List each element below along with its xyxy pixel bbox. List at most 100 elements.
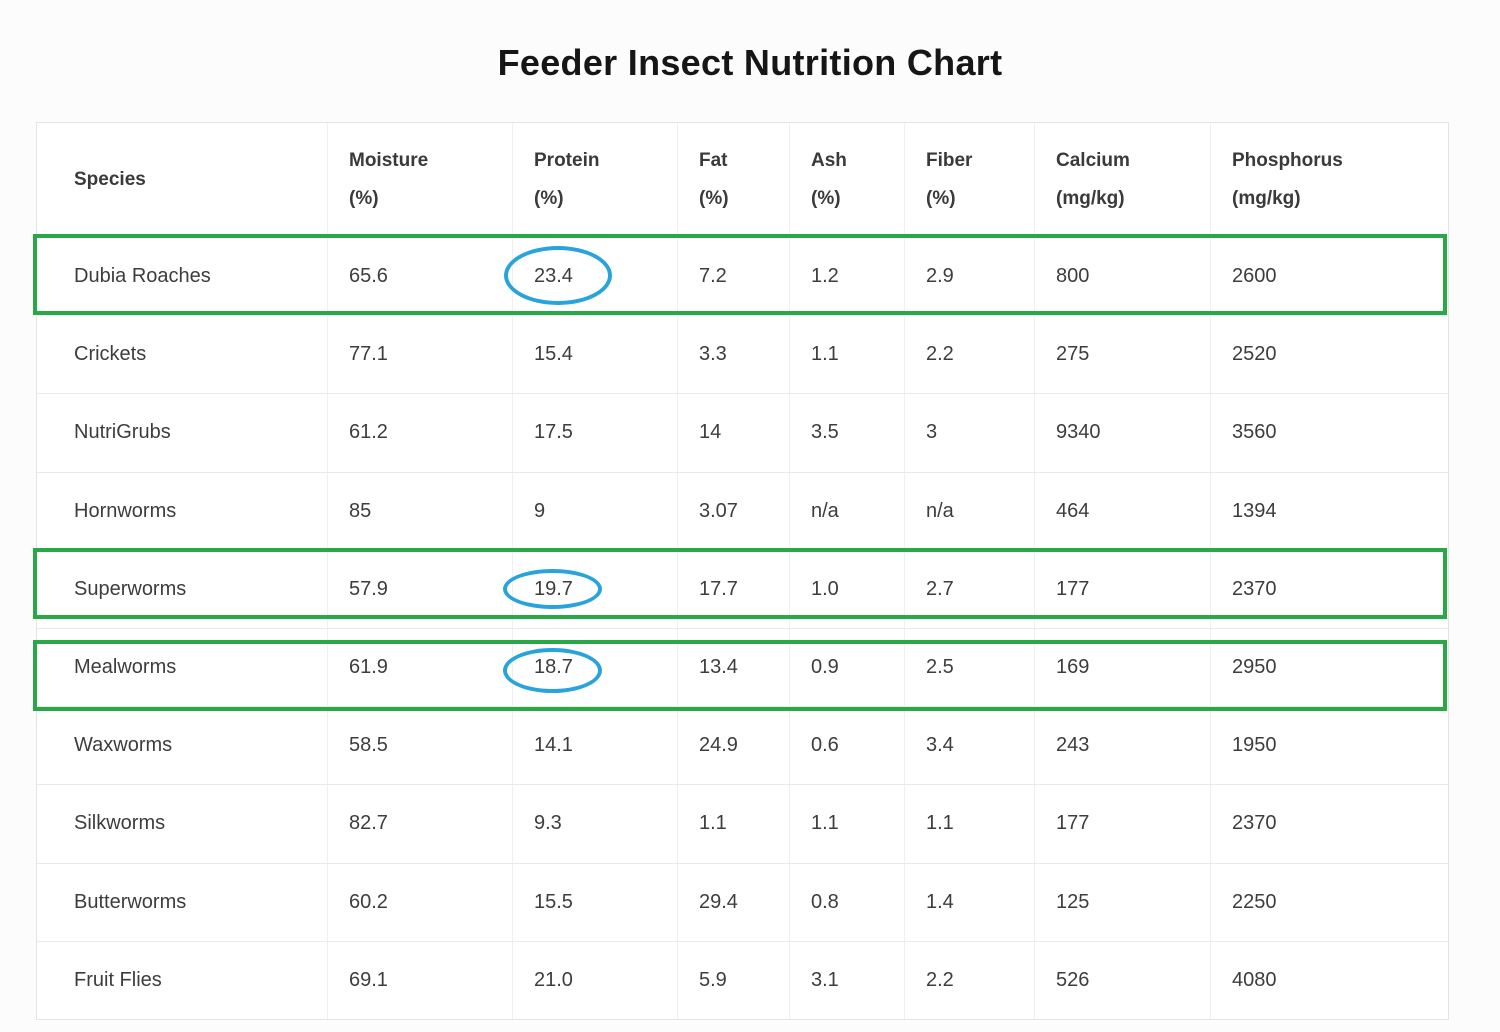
value-cell: 1950	[1232, 734, 1277, 757]
value-cell: 800	[1035, 238, 1211, 316]
value-cell: 9.3	[513, 785, 678, 863]
column-header-label: Fat	[699, 149, 728, 171]
value-cell: 1.1	[790, 316, 905, 394]
value-cell: 3.4	[905, 707, 1035, 785]
column-header-label: Ash	[811, 149, 847, 171]
value-cell: 275	[1035, 316, 1211, 394]
column-header-phosphorus: Phosphorus (mg/kg)	[1211, 123, 1448, 237]
table-row: Superworms 57.9 19.7 17.7 1.0 2.7 177 2370	[37, 549, 1448, 628]
species-cell: Mealworms	[37, 628, 328, 707]
column-header-fiber: Fiber (%)	[905, 123, 1035, 237]
value-cell: 2.7	[905, 550, 1035, 628]
value-cell: 7.2	[678, 238, 790, 316]
column-header-fat: Fat (%)	[678, 123, 790, 237]
value-cell: 15.4	[513, 316, 678, 394]
value-cell: 4080	[1232, 968, 1277, 991]
value-cell: 3.07	[678, 472, 790, 550]
value-cell: 2.2	[905, 316, 1035, 394]
value-cell: 2520	[1232, 343, 1277, 366]
table-row: NutriGrubs 61.2 17.5 14 3.5 3 9340 3560	[37, 393, 1448, 472]
value-cell: 17.5	[513, 394, 678, 472]
table-row: Mealworms 61.9 18.7 13.4 0.9 2.5 169 2950	[37, 627, 1448, 707]
value-cell: 3.1	[790, 941, 905, 1019]
value-cell: 2.2	[905, 941, 1035, 1019]
table-row: Waxworms 58.5 14.1 24.9 0.6 3.4 243 1950	[37, 706, 1448, 785]
species-cell: Fruit Flies	[37, 941, 328, 1019]
value-cell: 177	[1035, 785, 1211, 863]
value-cell: 9340	[1035, 394, 1211, 472]
value-cell: 2600	[1232, 265, 1277, 288]
column-header-unit: (mg/kg)	[1232, 187, 1301, 209]
value-cell: 13.4	[678, 628, 790, 707]
column-header-label: Fiber	[926, 149, 973, 171]
species-cell: Superworms	[37, 550, 328, 628]
value-cell: 82.7	[328, 785, 513, 863]
value-cell: n/a	[905, 472, 1035, 550]
column-header-label: Moisture	[349, 149, 429, 171]
column-header-unit: (%)	[811, 187, 841, 209]
column-header-calcium: Calcium (mg/kg)	[1035, 123, 1211, 237]
species-cell: NutriGrubs	[37, 394, 328, 472]
page-title: Feeder Insect Nutrition Chart	[497, 42, 1003, 83]
value-cell: 2.9	[905, 238, 1035, 316]
species-cell: Dubia Roaches	[37, 238, 328, 316]
species-cell: Waxworms	[37, 707, 328, 785]
value-cell: 169	[1035, 628, 1211, 707]
value-cell: n/a	[790, 472, 905, 550]
column-header-label: Protein	[534, 149, 600, 171]
value-cell: 19.7	[513, 550, 678, 628]
value-cell: 464	[1035, 472, 1211, 550]
value-cell: 1.1	[905, 785, 1035, 863]
value-cell: 0.6	[790, 707, 905, 785]
value-cell: 1.0	[790, 550, 905, 628]
column-header-unit: (mg/kg)	[1056, 187, 1125, 209]
value-cell: 0.8	[790, 863, 905, 941]
value-cell: 57.9	[328, 550, 513, 628]
table-row: Fruit Flies 69.1 21.0 5.9 3.1 2.2 526 4080	[37, 940, 1448, 1019]
value-cell: 29.4	[678, 863, 790, 941]
value-cell: 1.2	[790, 238, 905, 316]
value-cell: 60.2	[328, 863, 513, 941]
value-cell: 77.1	[328, 316, 513, 394]
value-cell: 61.2	[328, 394, 513, 472]
value-cell: 1.4	[905, 863, 1035, 941]
value-cell: 2950	[1232, 656, 1277, 679]
column-header-unit: (%)	[699, 187, 729, 209]
table-header-row: Species Moisture (%) Protein (%) Fat (%)…	[37, 123, 1448, 237]
value-cell: 1394	[1232, 499, 1277, 522]
species-cell: Crickets	[37, 316, 328, 394]
value-cell: 69.1	[328, 941, 513, 1019]
species-cell: Silkworms	[37, 785, 328, 863]
value-cell: 9	[513, 472, 678, 550]
value-cell: 15.5	[513, 863, 678, 941]
value-cell: 0.9	[790, 628, 905, 707]
nutrition-table: Species Moisture (%) Protein (%) Fat (%)…	[36, 122, 1449, 1020]
value-cell: 65.6	[328, 238, 513, 316]
value-cell: 23.4	[513, 238, 678, 316]
column-header-ash: Ash (%)	[790, 123, 905, 237]
value-cell: 2370	[1232, 812, 1277, 835]
value-cell: 61.9	[328, 628, 513, 707]
value-cell: 2250	[1232, 890, 1277, 913]
table-row: Crickets 77.1 15.4 3.3 1.1 2.2 275 2520	[37, 315, 1448, 394]
value-cell: 1.1	[790, 785, 905, 863]
value-cell: 3.5	[790, 394, 905, 472]
table-body: Dubia Roaches 65.6 23.4 7.2 1.2 2.9 800 2600 Cri…	[37, 237, 1448, 1019]
value-cell: 21.0	[513, 941, 678, 1019]
value-cell: 3	[905, 394, 1035, 472]
column-header-unit: (%)	[534, 187, 564, 209]
value-cell: 2.5	[905, 628, 1035, 707]
table-row: Silkworms 82.7 9.3 1.1 1.1 1.1 177 2370	[37, 784, 1448, 863]
column-header-protein: Protein (%)	[513, 123, 678, 237]
column-header-label: Phosphorus	[1232, 149, 1343, 171]
value-cell: 18.7	[513, 628, 678, 707]
value-cell: 177	[1035, 550, 1211, 628]
value-cell: 24.9	[678, 707, 790, 785]
value-cell: 3560	[1232, 421, 1277, 444]
value-cell: 58.5	[328, 707, 513, 785]
column-header-unit: (%)	[926, 187, 956, 209]
column-header-label: Calcium	[1056, 149, 1130, 171]
column-header-moisture: Moisture (%)	[328, 123, 513, 237]
table-row: Butterworms 60.2 15.5 29.4 0.8 1.4 125 2250	[37, 862, 1448, 941]
